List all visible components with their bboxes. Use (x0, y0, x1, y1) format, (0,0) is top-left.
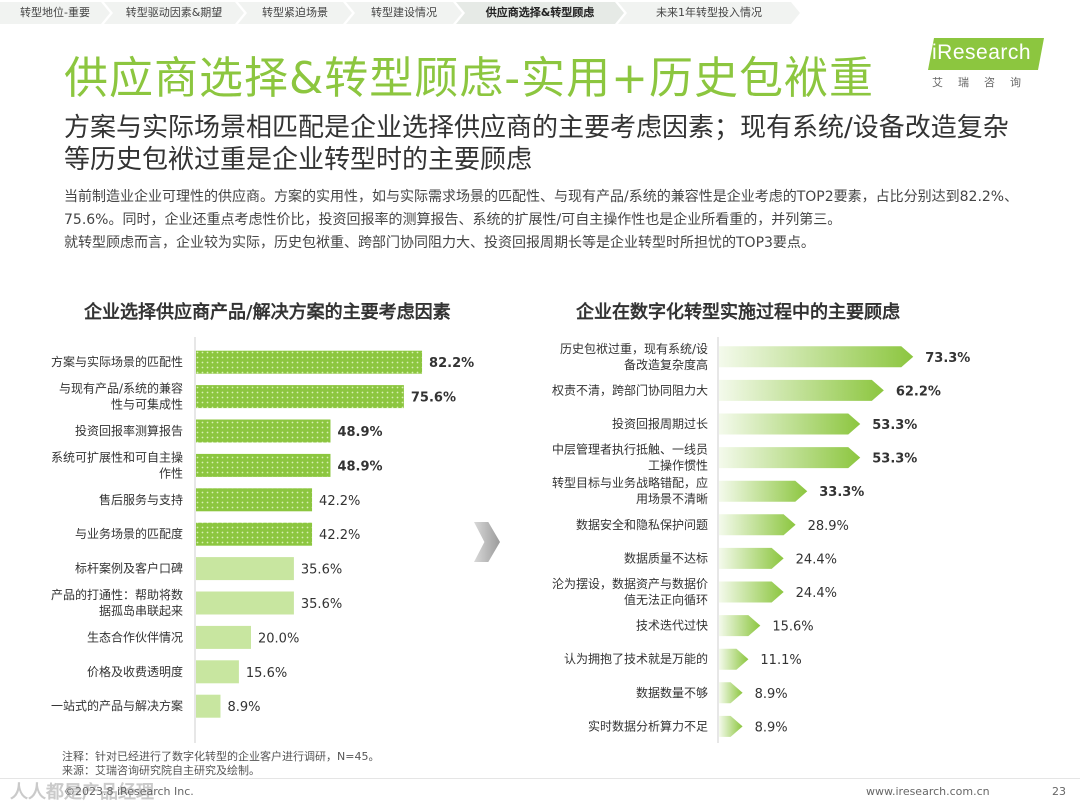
left-bar-value: 35.6% (301, 563, 342, 578)
right-category-label: 沦为摆设，数据资产与数据价值无法正向循环 (552, 576, 708, 607)
left-category-label: 与业务场景的匹配度 (75, 526, 183, 541)
left-category-label: 标杆案例及客户口碑 (75, 561, 183, 576)
left-bar-value: 15.6% (246, 666, 287, 681)
right-category-label: 数据质量不达标 (624, 550, 708, 565)
right-bar (719, 346, 914, 368)
left-category-label: 投资回报率测算报告 (75, 423, 183, 438)
left-chart-title: 企业选择供应商产品/解决方案的主要考虑因素 (84, 302, 451, 323)
left-bar (196, 385, 404, 409)
right-bar-value: 53.3% (872, 418, 917, 433)
right-category-label: 转型目标与业务战略错配，应用场景不清晰 (552, 475, 708, 506)
nav-tab-5-active[interactable]: 供应商选择&转型顾虑 (456, 2, 624, 24)
left-category-label: 生态合作伙伴情况 (87, 629, 183, 644)
nav-tab-6[interactable]: 未来1年转型投入情况 (618, 2, 800, 24)
source-text: 来源：艾瑞咨询研究院自主研究及绘制。 (62, 764, 260, 777)
footer-divider (0, 778, 1080, 779)
page-number: 23 (1052, 785, 1066, 798)
watermark: 人人都是产品经理 (10, 782, 154, 803)
description-paragraph-2: 就转型顾虑而言，企业较为实际，历史包袱重、跨部门协同阻力大、投资回报周期长等是企… (64, 235, 815, 251)
right-category-label: 历史包袱过重，现有系统/设备改造复杂度高 (560, 341, 708, 372)
left-category-label: 售后服务与支持 (99, 492, 183, 507)
nav-tab-4[interactable]: 转型建设情况 (346, 2, 462, 24)
right-category-label: 数据安全和隐私保护问题 (576, 517, 708, 532)
left-bar (196, 694, 221, 718)
nav-tab-3[interactable]: 转型紧迫场景 (238, 2, 352, 24)
left-bar-value: 42.2% (319, 528, 360, 543)
left-bar (196, 522, 313, 546)
footer-url[interactable]: www.iresearch.com.cn (866, 785, 990, 798)
right-bar (719, 447, 861, 469)
page-subtitle: 方案与实际场景相匹配是企业选择供应商的主要考虑因素；现有系统/设备改造复杂等历史… (64, 113, 1009, 175)
left-bar-value: 75.6% (411, 391, 456, 406)
right-bar-value: 15.6% (772, 620, 813, 635)
left-bar-value: 48.9% (337, 425, 382, 440)
right-bar-value: 33.3% (819, 485, 864, 500)
right-bar-value: 73.3% (925, 351, 970, 366)
note-block: 注释：针对已经进行了数字化转型的企业客户进行调研，N=45。 来源：艾瑞咨询研究… (62, 750, 379, 778)
nav-tab-1[interactable]: 转型地位-重要 (0, 2, 110, 24)
left-bar (196, 453, 331, 477)
iresearch-logo: iResearch 艾瑞咨询 (928, 38, 1046, 90)
right-category-label: 权责不清，跨部门协同阻力大 (552, 382, 708, 397)
right-bar (719, 682, 743, 704)
right-category-label: 数据数量不够 (636, 685, 708, 700)
left-category-label: 一站式的产品与解决方案 (51, 698, 183, 713)
right-bar-value: 24.4% (796, 586, 837, 601)
nav-tab-2[interactable]: 转型驱动因素&期望 (104, 2, 244, 24)
right-bar-chart: 73.3% 历史包袱过重，现有系统/设备改造复杂度高 62.2% 权责不清，跨部门协同… (552, 337, 970, 743)
right-category-label: 实时数据分析算力不足 (588, 718, 708, 733)
right-bar-value: 62.2% (896, 384, 941, 399)
left-bar-value: 82.2% (429, 356, 474, 371)
footer-copyright: ©2023.8 iResearch Inc. (64, 785, 194, 798)
right-chart-title: 企业在数字化转型实施过程中的主要顾虑 (576, 302, 900, 323)
left-category-label: 与现有产品/系统的兼容性与可集成性 (59, 381, 183, 412)
right-bar (719, 547, 784, 569)
left-bar-value: 42.2% (319, 494, 360, 509)
left-bar-value: 8.9% (227, 700, 260, 715)
left-bar (196, 557, 294, 581)
page-title: 供应商选择&转型顾虑-实用+历史包袱重 (64, 53, 875, 104)
right-bar-value: 28.9% (808, 519, 849, 534)
note-text: 注释：针对已经进行了数字化转型的企业客户进行调研，N=45。 (62, 750, 380, 763)
right-bar (719, 480, 808, 502)
description-paragraph-1: 当前制造业企业可理性的供应商。方案的实用性，如与实际需求场景的匹配性、与现有产品… (64, 189, 1019, 228)
right-bar-value: 8.9% (755, 720, 788, 735)
left-bar-chart: 82.2% 方案与实际场景的匹配性 75.6% 与现有产品/系统的兼容性与可集成性 48… (51, 337, 474, 743)
right-bar (719, 581, 784, 603)
left-bar (196, 488, 313, 512)
left-bar (196, 591, 294, 615)
right-category-label: 投资回报周期过长 (612, 416, 708, 431)
logo-subtext: 艾瑞咨询 (932, 76, 1036, 89)
logo-text: iResearch (932, 41, 1032, 64)
left-bar-value: 20.0% (258, 631, 299, 646)
right-category-label: 技术迭代过快 (636, 619, 708, 633)
left-bar (196, 419, 331, 443)
right-bar-value: 24.4% (796, 552, 837, 567)
left-bar-value: 48.9% (337, 459, 382, 474)
left-bar-value: 35.6% (301, 597, 342, 612)
left-category-label: 价格及收费透明度 (87, 664, 183, 679)
description: 当前制造业企业可理性的供应商。方案的实用性，如与实际需求场景的匹配性、与现有产品… (64, 186, 1034, 255)
left-category-label: 系统可扩展性和可自主操作性 (51, 449, 183, 480)
right-bar (719, 413, 861, 435)
left-bar (196, 660, 239, 684)
right-category-label: 认为拥抱了技术就是万能的 (564, 651, 708, 666)
right-bar (719, 715, 743, 737)
right-bar (719, 615, 761, 637)
right-bar-value: 8.9% (755, 687, 788, 702)
left-bar (196, 625, 251, 649)
right-bar (719, 379, 884, 401)
right-bar-value: 53.3% (872, 452, 917, 467)
left-category-label: 产品的打通性：帮助将数据孤岛串联起来 (51, 587, 183, 618)
right-category-label: 中层管理者执行抵触、一线员工操作惯性 (552, 442, 708, 473)
logo-mark (928, 38, 1044, 70)
right-bar-value: 11.1% (760, 653, 801, 668)
left-bar (196, 350, 423, 374)
right-bar (719, 648, 749, 670)
right-bar (719, 514, 796, 536)
section-nav: 转型地位-重要 转型驱动因素&期望 转型紧迫场景 转型建设情况 供应商选择&转型… (0, 0, 1080, 26)
left-category-label: 方案与实际场景的匹配性 (51, 354, 183, 369)
